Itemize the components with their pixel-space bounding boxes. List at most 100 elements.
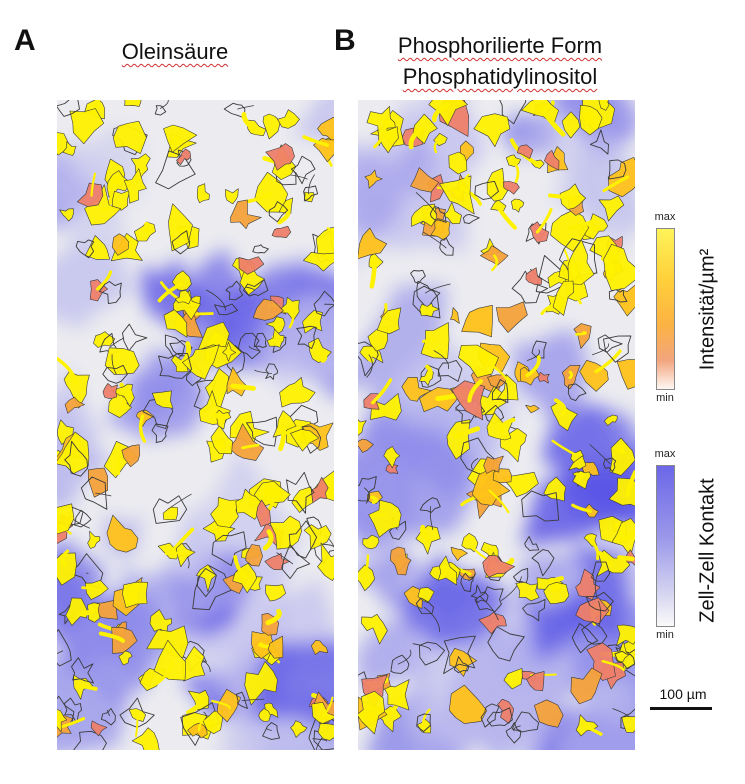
contact-region bbox=[358, 145, 403, 239]
cell-process bbox=[471, 544, 488, 560]
stained-cell bbox=[437, 555, 457, 586]
stained-cell bbox=[230, 199, 262, 229]
stained-cell bbox=[277, 109, 300, 129]
panel-b-title: Phosphorilierte Form Phosphatidylinosito… bbox=[360, 30, 640, 92]
stained-cell bbox=[525, 404, 540, 413]
stained-cell bbox=[616, 624, 635, 647]
cell-process bbox=[576, 260, 584, 273]
stained-cell bbox=[290, 429, 320, 452]
stained-cell bbox=[187, 723, 208, 739]
unstained-cell bbox=[487, 626, 525, 662]
cell-layer bbox=[358, 100, 635, 744]
unstained-cell bbox=[389, 517, 407, 540]
cell-process bbox=[157, 282, 183, 303]
cell-process bbox=[412, 643, 431, 651]
stained-cell bbox=[511, 198, 525, 213]
stained-cell bbox=[197, 183, 210, 204]
unstained-cell bbox=[286, 471, 315, 514]
cell-process bbox=[589, 444, 611, 465]
cell-process bbox=[123, 388, 133, 397]
cell-process bbox=[363, 554, 370, 581]
stained-cell bbox=[258, 708, 271, 722]
cell-process bbox=[568, 370, 574, 380]
cell-process bbox=[589, 539, 600, 561]
stained-cell bbox=[362, 534, 380, 550]
stained-cell bbox=[419, 303, 440, 317]
stained-cell bbox=[361, 614, 388, 645]
unstained-cell bbox=[154, 105, 167, 116]
cell-process bbox=[288, 306, 295, 329]
unstained-cell bbox=[443, 635, 476, 675]
stained-cell bbox=[495, 301, 528, 333]
cell-process bbox=[490, 254, 499, 272]
stained-cell bbox=[57, 503, 75, 535]
stained-cell bbox=[112, 120, 147, 154]
cell-process bbox=[106, 709, 110, 717]
stained-cell bbox=[604, 414, 618, 426]
cell-process bbox=[554, 398, 567, 416]
cell-process bbox=[467, 379, 483, 403]
cell-process bbox=[241, 443, 260, 450]
unstained-cell bbox=[439, 237, 454, 256]
stained-cell bbox=[65, 597, 88, 626]
stained-cell bbox=[358, 419, 367, 436]
cell-process bbox=[111, 354, 117, 375]
cell-process bbox=[169, 527, 195, 555]
stained-cell bbox=[567, 239, 595, 285]
contact-region bbox=[405, 592, 566, 750]
unstained-cell bbox=[531, 340, 547, 359]
cell-process bbox=[312, 738, 328, 742]
cell-process bbox=[364, 487, 371, 504]
unstained-cell bbox=[591, 561, 611, 582]
unstained-cell bbox=[214, 303, 238, 316]
scale-bar-label: 100 µm bbox=[659, 686, 707, 702]
stained-cell bbox=[358, 564, 376, 592]
unstained-cell bbox=[499, 100, 527, 125]
stained-cell bbox=[264, 552, 291, 571]
cell-process bbox=[575, 331, 587, 336]
unstained-cell bbox=[603, 335, 632, 363]
intensity-min-label: min bbox=[656, 392, 674, 404]
stained-cell bbox=[118, 650, 133, 666]
stained-cell bbox=[449, 684, 488, 724]
stained-cell bbox=[450, 546, 468, 561]
cell-process bbox=[186, 695, 204, 715]
cell-process bbox=[617, 555, 635, 562]
stained-cell bbox=[537, 372, 550, 384]
stained-cell bbox=[525, 267, 542, 286]
stained-cell bbox=[121, 444, 141, 468]
stained-cell bbox=[205, 368, 229, 413]
stained-cell bbox=[222, 341, 236, 362]
stained-cell bbox=[90, 720, 108, 737]
stained-cell bbox=[390, 546, 412, 576]
cell-process bbox=[90, 172, 97, 197]
contact-min-label: min bbox=[656, 629, 674, 641]
unstained-cell bbox=[531, 549, 555, 577]
unstained-cell bbox=[416, 713, 431, 732]
cell-process bbox=[98, 631, 125, 643]
unstained-cell bbox=[390, 654, 410, 674]
cell-process bbox=[501, 576, 522, 601]
stained-cell bbox=[543, 582, 570, 605]
stained-cell bbox=[526, 671, 545, 692]
unstained-cell bbox=[268, 201, 289, 223]
cell-process bbox=[241, 112, 258, 132]
cell-process bbox=[487, 401, 495, 414]
stained-cell bbox=[573, 323, 592, 349]
cell-process bbox=[373, 409, 387, 415]
stained-cell bbox=[265, 584, 286, 602]
stained-cell bbox=[385, 464, 399, 474]
stained-cell bbox=[450, 307, 460, 324]
stained-cell bbox=[176, 148, 191, 166]
unstained-cell bbox=[57, 100, 80, 117]
stained-cell bbox=[225, 188, 239, 205]
cell-process bbox=[415, 192, 437, 215]
cell-process bbox=[397, 649, 412, 665]
stained-cell bbox=[163, 309, 188, 338]
cell-process bbox=[371, 378, 393, 405]
unstained-cell bbox=[585, 591, 614, 612]
stained-cell bbox=[598, 100, 610, 111]
stained-cell bbox=[124, 100, 142, 107]
cell-process bbox=[575, 472, 585, 478]
unstained-cell bbox=[288, 520, 318, 559]
